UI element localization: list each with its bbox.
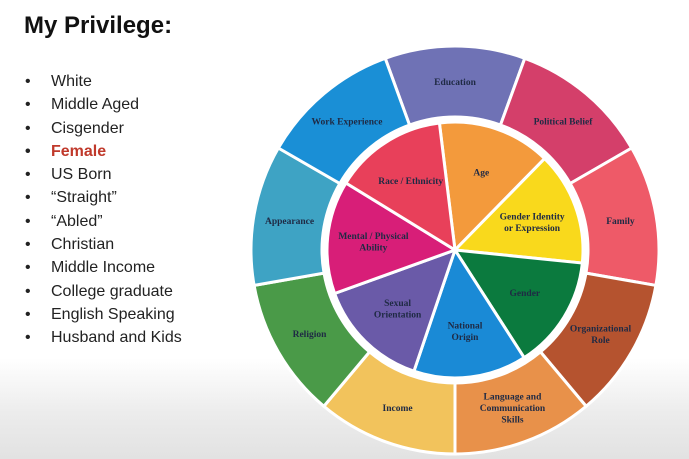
outer-label-income: Income [383,404,413,414]
inner-label-sexual-orientation: Sexual Orientation [374,299,422,321]
inner-segment-mental-physical-ability [325,180,459,296]
inner-label-gender: Gender [510,289,541,299]
list-item: Husband and Kids [25,326,182,350]
list-item: Cisgender [25,117,182,141]
outer-label-work-experience: Work Experience [312,117,383,127]
list-item: “Abled” [25,210,182,234]
outer-label-political-belief: Political Belief [534,117,594,127]
privilege-list: WhiteMiddle AgedCisgenderFemaleUS Born“S… [25,70,182,350]
inner-segment-gender-identity-or-expression [451,156,585,265]
list-item: College graduate [25,280,182,304]
list-item: US Born [25,163,182,187]
list-item: Female [25,140,182,164]
outer-label-appearance: Appearance [265,217,314,227]
inner-segment-race-ethnicity [343,121,457,253]
inner-label-national-origin: National Origin [448,322,483,344]
inner-segment-sexual-orientation [332,247,458,374]
outer-label-family: Family [606,217,635,227]
outer-label-organizational-role: Organizational Role [570,324,632,346]
inner-segment-gender [452,248,584,360]
outer-label-education: Education [434,78,476,88]
outer-label-religion: Religion [293,330,327,340]
inner-label-mental-physical-ability: Mental / Physical Ability [338,232,409,254]
inner-segment-national-origin [412,246,527,380]
inner-label-race-ethnicity: Race / Ethnicity [378,177,443,187]
list-item: Christian [25,233,182,257]
list-item: Middle Income [25,256,182,280]
list-item: White [25,70,182,94]
outer-label-language-and-communication-skills: Language and Communication Skills [480,392,546,425]
list-item: English Speaking [25,303,182,327]
slide-title: My Privilege: [24,12,173,39]
inner-label-age: Age [473,168,489,178]
inner-label-gender-identity-or-expression: Gender Identity or Expression [500,212,565,234]
list-item: “Straight” [25,186,182,210]
list-item: Middle Aged [25,93,182,117]
inner-segment-age [437,120,547,254]
